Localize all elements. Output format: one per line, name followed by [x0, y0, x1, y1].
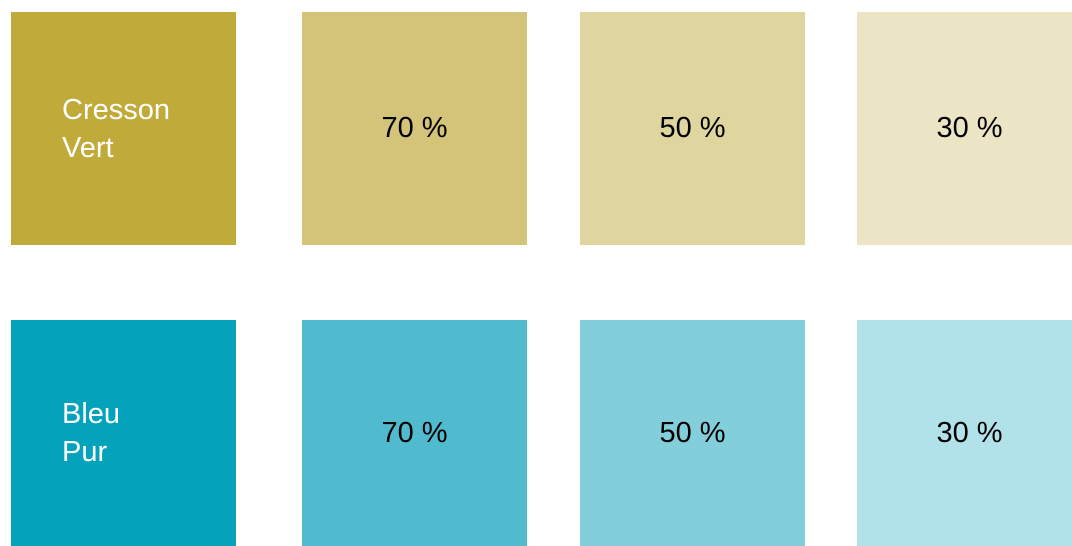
swatch-percent-label: 70 % [381, 112, 448, 144]
swatch-percent-label: 30 % [936, 416, 1003, 449]
swatch-percent-label: 50 % [659, 112, 726, 144]
swatch-bleu-pur-50: 50 % [580, 320, 805, 546]
swatch-name-label: Bleu Pur [62, 398, 121, 468]
swatch-name-label: Cresson Vert [62, 93, 170, 164]
swatch-bleu-pur: Bleu Pur [11, 320, 236, 546]
swatch-cresson-vert: Cresson Vert [11, 12, 236, 245]
swatch-cresson-vert-50: 50 % [580, 12, 805, 245]
swatch-cresson-vert-30: 30 % [857, 12, 1072, 245]
swatch-bleu-pur-70: 70 % [302, 320, 527, 546]
swatch-percent-label: 50 % [659, 416, 726, 449]
swatch-bleu-pur-30: 30 % [857, 320, 1072, 546]
swatch-cresson-vert-70: 70 % [302, 12, 527, 245]
swatch-percent-label: 30 % [936, 112, 1003, 144]
swatch-percent-label: 70 % [381, 416, 448, 449]
